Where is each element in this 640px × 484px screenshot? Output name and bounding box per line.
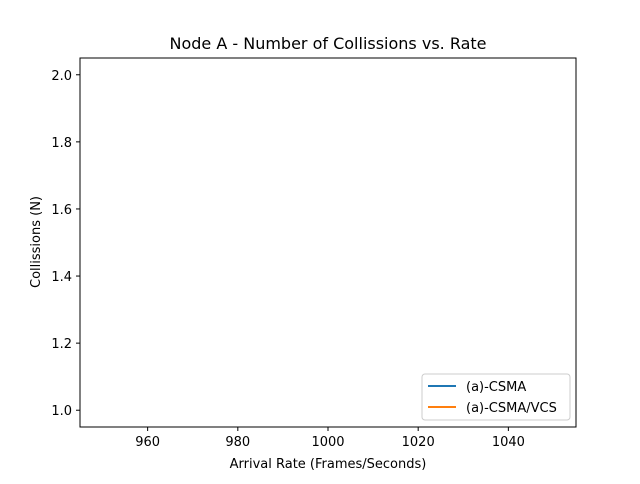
y-axis-ticks: 1.0 1.2 1.4 1.6 1.8 2.0 <box>51 69 80 419</box>
x-tick-label: 1040 <box>492 435 525 450</box>
plot-frame <box>79 57 577 428</box>
legend: (a)-CSMA (a)-CSMA/VCS <box>421 373 571 421</box>
x-tick-label: 1020 <box>402 435 435 450</box>
chart-title: Node A - Number of Collissions vs. Rate <box>169 34 486 53</box>
x-tick-label: 980 <box>225 435 250 450</box>
y-tick-label: 1.4 <box>51 270 72 285</box>
y-axis-label: Collissions (N) <box>29 196 44 288</box>
x-tick-label: 1000 <box>311 435 344 450</box>
y-tick-label: 1.6 <box>51 203 72 218</box>
y-tick-label: 1.0 <box>51 404 72 419</box>
y-tick-label: 2.0 <box>51 69 72 84</box>
legend-label-csma: (a)-CSMA <box>466 380 526 395</box>
legend-box <box>421 373 571 421</box>
legend-label-csma-vcs: (a)-CSMA/VCS <box>466 401 557 416</box>
x-tick-label: 960 <box>135 435 160 450</box>
x-axis-label: Arrival Rate (Frames/Seconds) <box>230 457 427 472</box>
x-axis-ticks: 960 980 1000 1020 1040 <box>135 427 525 450</box>
plot-area: 960 980 1000 1020 1040 1.0 1.2 1.4 1.6 1.8 2.0 <box>51 57 577 450</box>
y-tick-label: 1.2 <box>51 337 72 352</box>
y-tick-label: 1.8 <box>51 136 72 151</box>
